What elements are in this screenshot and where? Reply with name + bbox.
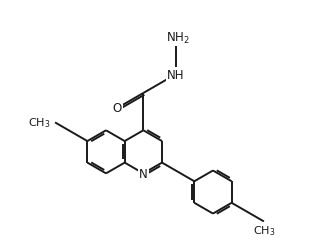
Text: $\mathsf{CH_3}$: $\mathsf{CH_3}$	[253, 224, 275, 237]
Text: NH: NH	[167, 69, 184, 81]
Text: N: N	[139, 167, 148, 180]
Text: O: O	[113, 102, 122, 115]
Text: NH$_2$: NH$_2$	[166, 30, 189, 45]
Text: $\mathsf{CH_3}$: $\mathsf{CH_3}$	[28, 116, 50, 130]
